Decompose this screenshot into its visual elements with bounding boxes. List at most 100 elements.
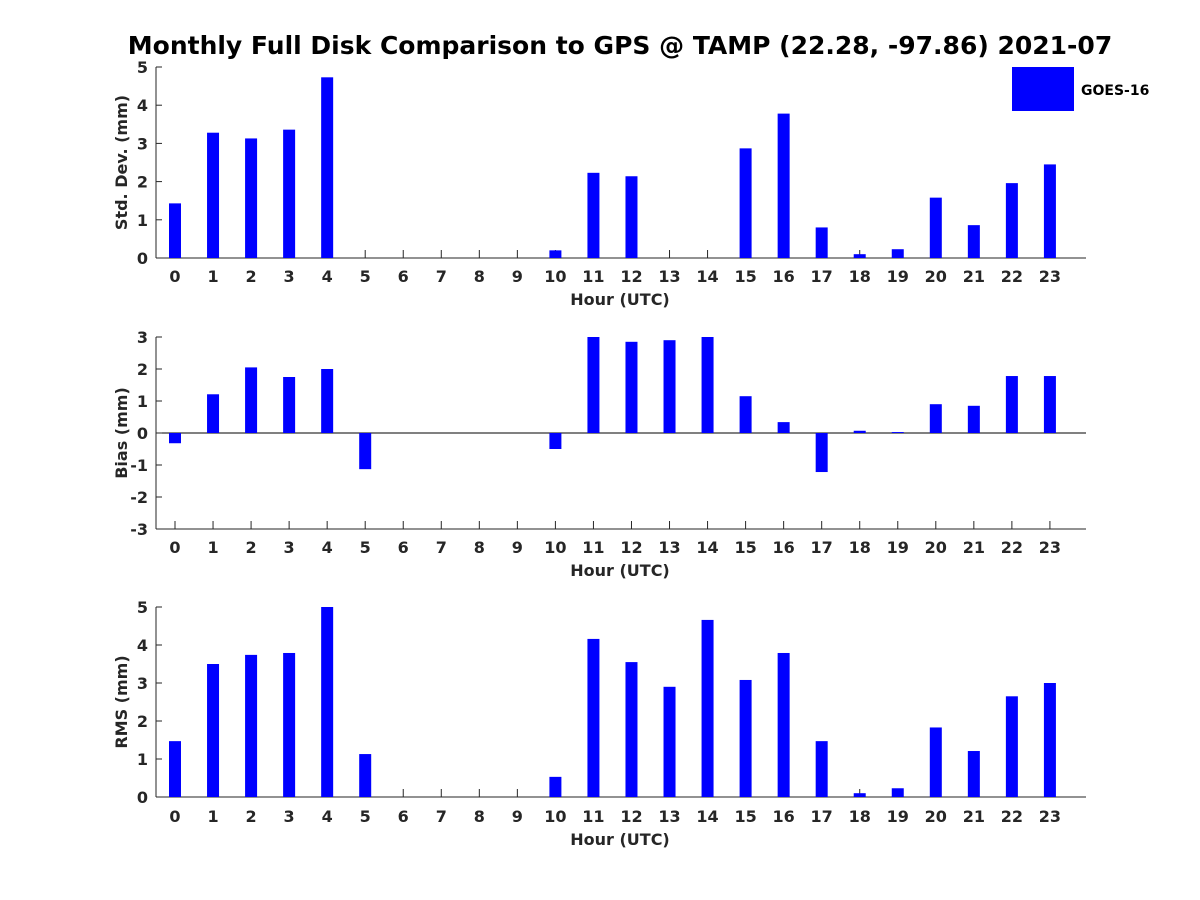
bar-hour-17 (815, 433, 828, 473)
x-tick-label: 19 (887, 538, 909, 557)
x-tick-label: 20 (925, 538, 947, 557)
x-tick-label: 12 (620, 267, 642, 286)
bar-hour-20 (929, 404, 942, 433)
x-tick-label: 16 (773, 807, 795, 826)
bar-hour-10 (549, 433, 562, 449)
x-tick-label: 6 (398, 807, 409, 826)
bar-hour-13 (663, 686, 676, 797)
x-tick-label: 16 (773, 538, 795, 557)
x-tick-label: 3 (284, 267, 295, 286)
y-tick-label: 2 (137, 712, 148, 731)
x-tick-label: 8 (474, 807, 485, 826)
x-tick-label: 1 (207, 267, 218, 286)
x-tick-label: 4 (322, 538, 333, 557)
x-tick-label: 6 (398, 267, 409, 286)
x-tick-label: 22 (1001, 538, 1023, 557)
x-tick-label: 15 (734, 538, 756, 557)
bar-hour-0 (169, 433, 181, 444)
x-tick-label: 7 (436, 807, 447, 826)
x-tick-label: 11 (582, 807, 604, 826)
x-tick-label: 17 (811, 267, 833, 286)
x-axis-label: Hour (UTC) (570, 290, 670, 309)
bar-hour-2 (245, 367, 258, 433)
y-tick-label: 0 (137, 249, 148, 268)
x-tick-label: 20 (925, 267, 947, 286)
x-tick-label: 18 (849, 538, 871, 557)
x-tick-label: 5 (360, 538, 371, 557)
x-tick-label: 5 (360, 267, 371, 286)
bar-hour-2 (245, 654, 258, 797)
bar-hour-4 (321, 77, 334, 259)
x-tick-label: 9 (512, 267, 523, 286)
bar-hour-1 (207, 394, 220, 433)
bar-hour-11 (587, 172, 600, 258)
bar-hour-12 (625, 662, 638, 797)
x-tick-label: 22 (1001, 267, 1023, 286)
x-tick-label: 9 (512, 807, 523, 826)
x-tick-label: 3 (284, 807, 295, 826)
x-tick-label: 21 (963, 267, 985, 286)
x-axis-label: Hour (UTC) (570, 561, 670, 580)
x-tick-label: 11 (582, 538, 604, 557)
x-tick-label: 14 (696, 807, 718, 826)
bar-hour-22 (1005, 183, 1018, 258)
x-tick-label: 4 (322, 267, 333, 286)
bar-hour-20 (929, 197, 942, 258)
y-tick-label: -1 (130, 456, 148, 475)
bar-hour-18 (853, 430, 866, 433)
bar-hour-17 (815, 741, 828, 797)
y-tick-label: 5 (137, 598, 148, 617)
x-tick-label: 9 (512, 538, 523, 557)
x-tick-label: 17 (811, 538, 833, 557)
y-axis-label: Std. Dev. (mm) (112, 95, 131, 230)
bar-hour-10 (549, 250, 562, 258)
bar-hour-12 (625, 341, 638, 433)
x-tick-label: 12 (620, 807, 642, 826)
x-tick-label: 3 (284, 538, 295, 557)
chart-title: Monthly Full Disk Comparison to GPS @ TA… (128, 31, 1112, 60)
bar-hour-19 (891, 432, 904, 433)
x-tick-label: 2 (246, 807, 257, 826)
bar-hour-19 (891, 788, 904, 797)
y-tick-label: 5 (137, 58, 148, 77)
bar-hour-23 (1043, 376, 1056, 433)
y-tick-label: 0 (137, 788, 148, 807)
bar-hour-22 (1005, 376, 1018, 433)
y-tick-label: 2 (137, 360, 148, 379)
x-tick-label: 19 (887, 807, 909, 826)
bar-hour-15 (739, 148, 752, 258)
y-tick-label: 1 (137, 392, 148, 411)
x-axis-label: Hour (UTC) (570, 830, 670, 849)
x-tick-label: 1 (207, 538, 218, 557)
x-tick-label: 16 (773, 267, 795, 286)
x-tick-label: 13 (658, 807, 680, 826)
bar-hour-13 (663, 340, 676, 433)
y-axis-label: Bias (mm) (112, 387, 131, 479)
bar-hour-5 (359, 433, 372, 470)
y-tick-label: -3 (130, 520, 148, 539)
bar-hour-23 (1043, 164, 1056, 258)
bar-hour-2 (245, 138, 258, 258)
bar-hour-17 (815, 227, 828, 258)
legend: GOES-16 (1012, 67, 1149, 111)
bar-hour-14 (701, 619, 714, 797)
x-tick-label: 14 (696, 267, 718, 286)
x-tick-label: 15 (734, 807, 756, 826)
bar-hour-21 (967, 405, 980, 433)
y-tick-label: 4 (137, 636, 148, 655)
x-tick-label: 10 (544, 267, 566, 286)
y-tick-label: 3 (137, 674, 148, 693)
x-tick-label: 1 (207, 807, 218, 826)
x-tick-label: 2 (246, 267, 257, 286)
x-tick-label: 23 (1039, 807, 1061, 826)
y-tick-label: 1 (137, 750, 148, 769)
bar-hour-21 (967, 225, 980, 258)
x-tick-label: 7 (436, 267, 447, 286)
x-tick-label: 8 (474, 267, 485, 286)
x-tick-label: 10 (544, 807, 566, 826)
x-tick-label: 15 (734, 267, 756, 286)
bar-hour-10 (549, 776, 562, 797)
